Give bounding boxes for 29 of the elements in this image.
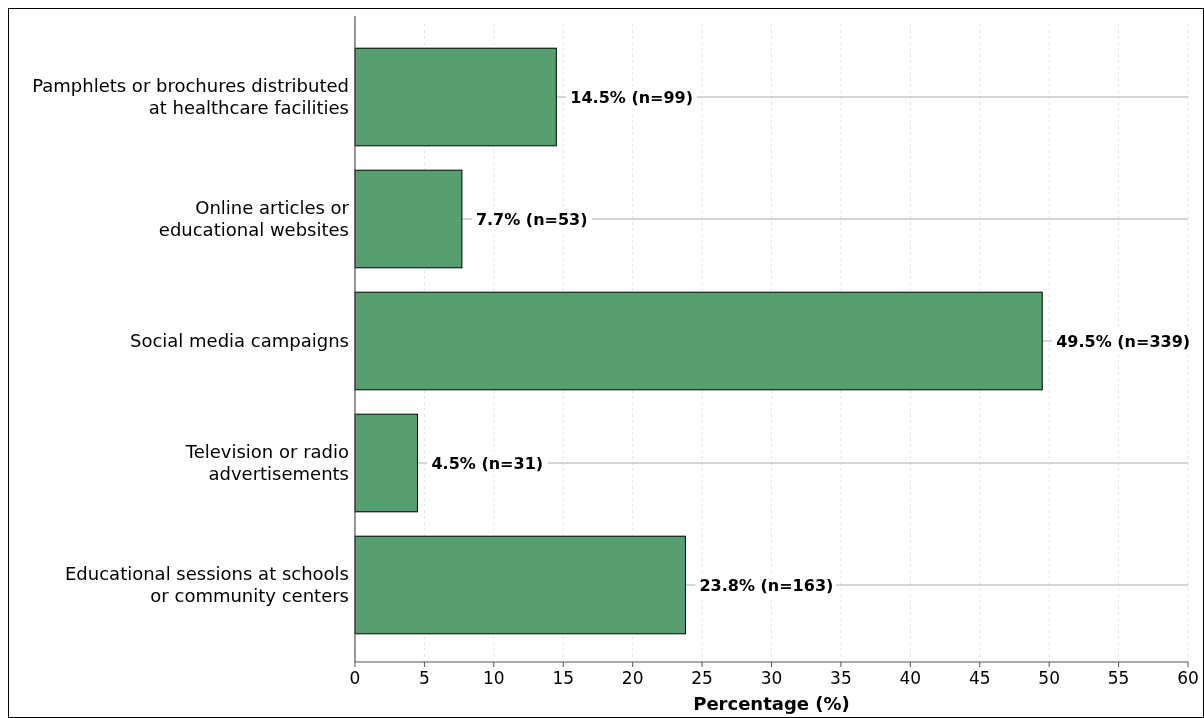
x-tick-label: 30 bbox=[760, 668, 783, 688]
bar bbox=[354, 535, 686, 635]
x-axis-title: Percentage (%) bbox=[693, 693, 850, 714]
y-tick-label: Online articles or educational websites bbox=[158, 197, 350, 241]
x-tick-label: 5 bbox=[419, 668, 430, 688]
x-tick-label: 0 bbox=[349, 668, 361, 688]
data-label: 49.5% (n=339) bbox=[1056, 331, 1191, 351]
y-tick-label: Educational sessions at schools or community centers bbox=[65, 563, 349, 607]
bar bbox=[354, 169, 463, 269]
x-tick-label: 50 bbox=[1038, 668, 1060, 688]
bar bbox=[354, 291, 1043, 391]
x-tick-label: 55 bbox=[1107, 668, 1130, 688]
y-tick-label: Television or radio advertisements bbox=[184, 441, 349, 485]
x-tick-label: 60 bbox=[1177, 668, 1199, 688]
bar bbox=[354, 47, 557, 147]
data-label: 4.5% (n=31) bbox=[431, 453, 544, 473]
data-label: 23.8% (n=163) bbox=[699, 575, 834, 595]
x-tick-label: 25 bbox=[691, 668, 713, 688]
y-tick-label: Social media campaigns bbox=[129, 330, 349, 352]
x-tick-label: 20 bbox=[621, 668, 644, 688]
x-tick-label: 35 bbox=[830, 668, 852, 688]
x-tick-label: 15 bbox=[552, 668, 575, 688]
data-label: 7.7% (n=53) bbox=[475, 209, 588, 229]
bar bbox=[354, 413, 418, 513]
y-tick-label: Pamphlets or brochures distributed at healthcare facilities bbox=[32, 75, 349, 119]
x-tick-label: 45 bbox=[968, 668, 991, 688]
x-tick-label: 40 bbox=[899, 668, 922, 688]
x-tick-label: 10 bbox=[483, 668, 505, 688]
data-label: 14.5% (n=99) bbox=[570, 87, 694, 107]
